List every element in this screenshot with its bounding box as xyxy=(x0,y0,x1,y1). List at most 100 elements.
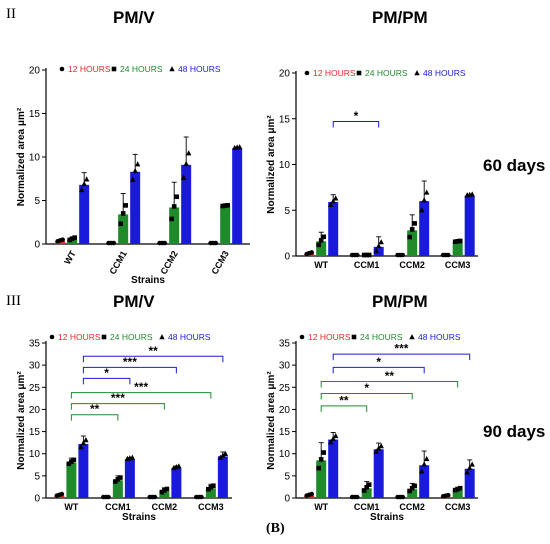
bar xyxy=(419,465,430,498)
significance-label: ** xyxy=(339,393,349,407)
data-point xyxy=(452,487,458,493)
data-point xyxy=(132,167,138,174)
chart-2-title: PM/PM xyxy=(372,8,428,27)
row-2-side-label: 90 days xyxy=(483,422,546,441)
y-tick-label: 5 xyxy=(284,206,290,217)
data-point xyxy=(452,239,458,245)
y-tick-label: 30 xyxy=(29,361,41,372)
x-tick-label: WT xyxy=(64,502,78,512)
data-point xyxy=(222,450,229,456)
data-point xyxy=(171,204,177,209)
chart-1-title: PM/V xyxy=(113,8,155,27)
significance-bracket xyxy=(332,120,380,128)
data-point xyxy=(111,240,116,246)
legend-marker xyxy=(59,66,65,72)
significance-label: ** xyxy=(148,344,158,358)
data-point xyxy=(366,252,372,258)
data-point xyxy=(159,489,165,495)
data-point xyxy=(327,439,334,445)
data-point xyxy=(118,475,123,480)
y-tick-label: 5 xyxy=(34,471,40,482)
data-point xyxy=(409,227,415,232)
bar xyxy=(373,449,384,498)
data-point xyxy=(466,464,473,471)
data-point xyxy=(169,216,174,222)
y-tick-label: 5 xyxy=(284,471,290,482)
data-point xyxy=(78,186,85,193)
y-tick-label: 15 xyxy=(29,427,41,438)
bar xyxy=(464,468,475,498)
y-tick-label: 35 xyxy=(29,339,41,350)
x-axis-label: Strains xyxy=(131,275,165,286)
y-tick-label: 15 xyxy=(279,114,291,125)
data-point xyxy=(60,237,65,243)
data-point xyxy=(412,483,417,489)
x-tick-label: WT xyxy=(314,260,328,270)
data-point xyxy=(366,482,372,487)
x-tick-label: CCM2 xyxy=(399,260,425,270)
legend-marker xyxy=(304,70,310,76)
data-point xyxy=(361,488,367,493)
y-tick-label: 15 xyxy=(29,109,41,120)
bar xyxy=(361,488,372,498)
data-point xyxy=(67,237,72,243)
data-point xyxy=(236,144,243,150)
data-point xyxy=(373,448,379,454)
data-point xyxy=(217,454,224,460)
chart-4-title: PM/PM xyxy=(372,292,428,311)
data-point xyxy=(72,235,77,240)
bar xyxy=(452,242,463,256)
data-point xyxy=(71,457,77,463)
bar xyxy=(169,207,180,244)
data-point xyxy=(316,465,321,471)
section-ii-label: II xyxy=(6,6,16,22)
data-point xyxy=(69,459,74,464)
data-point xyxy=(225,202,230,208)
y-axis-label: Normalized area μm² xyxy=(16,107,27,206)
y-tick-label: 5 xyxy=(34,196,40,207)
bar xyxy=(328,202,339,256)
legend-label: 48 HOURS xyxy=(423,68,466,78)
legend-marker xyxy=(356,70,362,76)
data-point xyxy=(78,444,84,450)
data-point xyxy=(213,240,218,246)
data-point xyxy=(180,174,187,180)
bar xyxy=(373,246,384,256)
data-point xyxy=(120,211,126,216)
y-axis-label: Normalized area μm² xyxy=(266,371,277,470)
y-tick-label: 10 xyxy=(279,449,291,460)
bar xyxy=(217,456,228,498)
significance-label: * xyxy=(104,366,109,380)
data-point xyxy=(164,486,170,492)
data-point xyxy=(332,432,339,439)
data-point xyxy=(469,461,475,467)
x-tick-label: WT xyxy=(314,502,328,512)
data-point xyxy=(211,483,216,489)
legend-label: 48 HOURS xyxy=(178,64,221,74)
data-point xyxy=(318,457,324,462)
significance-label: *** xyxy=(394,342,408,356)
data-point xyxy=(464,469,470,475)
data-point xyxy=(129,454,136,460)
y-tick-label: 20 xyxy=(29,405,41,416)
data-point xyxy=(59,491,65,497)
y-tick-label: 25 xyxy=(29,383,41,394)
y-tick-label: 10 xyxy=(29,153,41,164)
data-point xyxy=(469,191,475,197)
bar xyxy=(159,491,170,498)
data-point xyxy=(134,161,141,167)
legend-marker xyxy=(111,66,117,72)
data-point xyxy=(378,442,384,449)
significance-bracket xyxy=(320,392,413,400)
data-point xyxy=(457,485,463,491)
bar xyxy=(205,488,216,498)
data-point xyxy=(375,242,382,249)
data-point xyxy=(378,239,384,245)
data-point xyxy=(129,176,136,182)
data-point xyxy=(423,189,430,195)
bar xyxy=(79,184,90,244)
data-point xyxy=(455,238,460,244)
